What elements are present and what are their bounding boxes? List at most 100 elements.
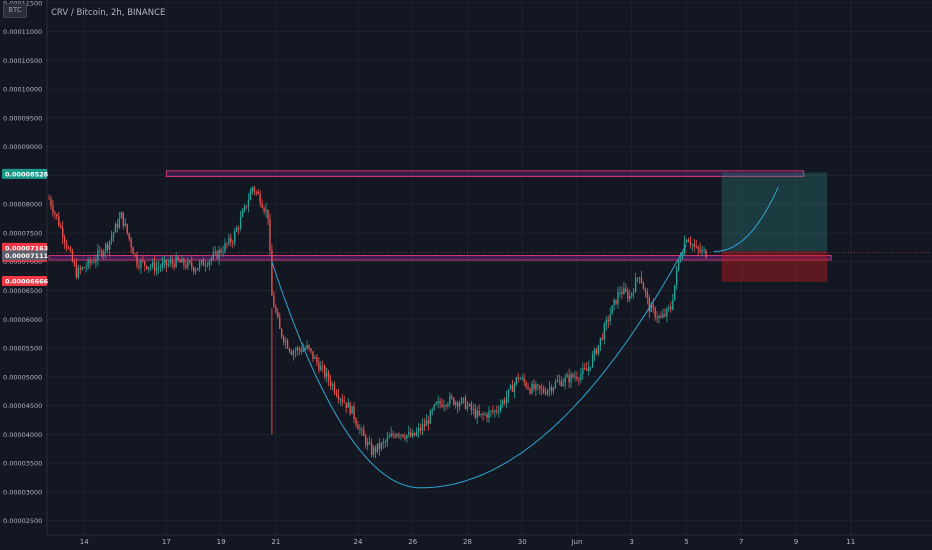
candle-body bbox=[288, 348, 291, 352]
candle-body bbox=[181, 258, 183, 263]
candle-body bbox=[566, 375, 568, 378]
candle bbox=[103, 249, 105, 261]
candle-body bbox=[515, 377, 518, 384]
candle-body bbox=[425, 420, 428, 426]
candle bbox=[325, 367, 328, 383]
annotations bbox=[48, 170, 832, 282]
candle bbox=[568, 368, 570, 389]
candle-body bbox=[365, 436, 367, 446]
candle-body bbox=[251, 187, 254, 192]
upper-resistance-zone[interactable] bbox=[165, 170, 805, 178]
candle bbox=[237, 225, 240, 235]
candle-body bbox=[507, 389, 510, 398]
x-tick-label: 26 bbox=[408, 538, 417, 546]
candle-body bbox=[194, 270, 197, 272]
candle bbox=[631, 292, 633, 299]
candle bbox=[114, 222, 117, 233]
candle-body bbox=[202, 259, 205, 266]
candle-body bbox=[108, 240, 111, 250]
candle bbox=[543, 385, 545, 395]
candle bbox=[646, 288, 649, 305]
target-box[interactable] bbox=[721, 172, 828, 252]
candle-body bbox=[576, 376, 578, 379]
candle-body bbox=[609, 314, 611, 322]
candle-body bbox=[376, 443, 379, 452]
candle bbox=[331, 382, 334, 391]
candle bbox=[605, 316, 607, 331]
candle bbox=[494, 409, 496, 418]
candle bbox=[183, 257, 185, 270]
candle bbox=[245, 205, 248, 210]
candle-body bbox=[498, 410, 500, 412]
candle bbox=[638, 276, 641, 284]
candle-body bbox=[492, 410, 494, 412]
candle bbox=[122, 212, 124, 230]
candle bbox=[134, 253, 136, 258]
candle bbox=[218, 245, 220, 266]
candle bbox=[406, 434, 408, 443]
projection-curve[interactable] bbox=[713, 186, 779, 252]
candle-body bbox=[71, 250, 74, 262]
candle-body bbox=[347, 402, 349, 408]
candle-body bbox=[462, 397, 465, 399]
candle-body bbox=[412, 432, 414, 437]
candle bbox=[378, 437, 381, 456]
candle bbox=[566, 372, 568, 378]
candle-body bbox=[93, 262, 95, 264]
candle-body bbox=[54, 212, 56, 215]
candle bbox=[361, 426, 363, 436]
candle-body bbox=[87, 259, 89, 267]
candle bbox=[69, 245, 72, 253]
time-axis[interactable]: 14 17 19 21 24 26 28 30 Jun 3 5 7 9 11 bbox=[47, 534, 932, 550]
candle-body bbox=[263, 207, 265, 212]
candle bbox=[648, 294, 650, 319]
candle bbox=[241, 207, 244, 218]
candle bbox=[523, 373, 525, 386]
y-tick-label: 0.00004500 bbox=[3, 402, 42, 410]
candle bbox=[165, 259, 168, 272]
candle bbox=[693, 239, 695, 252]
candle-body bbox=[556, 381, 559, 383]
candle-body bbox=[103, 251, 105, 256]
candle-body bbox=[222, 251, 224, 253]
candle-body bbox=[390, 433, 392, 437]
candle-body bbox=[632, 292, 635, 294]
candle bbox=[144, 260, 146, 272]
candle-body bbox=[623, 288, 625, 295]
candle bbox=[582, 362, 584, 380]
candle bbox=[132, 246, 134, 255]
candle bbox=[239, 210, 242, 232]
candle-body bbox=[271, 250, 273, 296]
candle bbox=[333, 381, 336, 396]
currency-badge[interactable]: BTC bbox=[3, 3, 27, 18]
candle-body bbox=[652, 304, 654, 308]
candle bbox=[503, 397, 506, 406]
candle-body bbox=[163, 260, 166, 263]
candle-body bbox=[322, 366, 324, 367]
candle bbox=[666, 306, 668, 323]
candle-body bbox=[243, 205, 246, 211]
support-zone[interactable] bbox=[48, 255, 832, 261]
stop-box[interactable] bbox=[721, 251, 828, 282]
candle bbox=[595, 347, 598, 355]
candle-body bbox=[427, 420, 430, 424]
candle bbox=[627, 287, 629, 303]
candle-body bbox=[368, 442, 371, 444]
candle-body bbox=[505, 397, 508, 403]
candle-body bbox=[265, 209, 267, 212]
candle bbox=[410, 427, 412, 438]
candle bbox=[496, 405, 498, 415]
cup-curve[interactable] bbox=[271, 244, 687, 489]
candle bbox=[654, 306, 656, 321]
candle-body bbox=[255, 191, 257, 193]
candle-body bbox=[615, 299, 617, 304]
price-axis[interactable]: 0.000115000.000110000.000105000.00010000… bbox=[0, 0, 48, 550]
candle bbox=[558, 374, 561, 386]
lower-price-tag: 0.00006666 bbox=[2, 275, 49, 286]
candle-body bbox=[451, 396, 453, 398]
candle-body bbox=[52, 206, 54, 213]
candle-body bbox=[106, 244, 109, 250]
candle bbox=[320, 360, 322, 371]
candle-body bbox=[433, 404, 435, 410]
